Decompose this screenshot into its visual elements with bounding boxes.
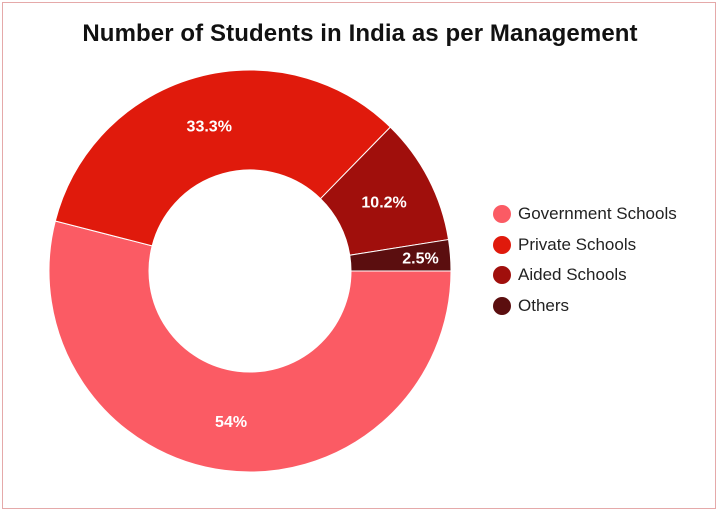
- legend: Government Schools Private Schools Aided…: [493, 199, 677, 321]
- legend-swatch: [493, 296, 511, 315]
- legend-label: Others: [518, 295, 570, 315]
- slice-label-government-schools: 54%: [215, 414, 247, 431]
- legend-item-aided-schools: Aided Schools: [493, 260, 677, 291]
- slice-label-aided-schools: 10.2%: [361, 195, 406, 212]
- slice-label-private-schools: 33.3%: [187, 119, 232, 136]
- slice-label-others: 2.5%: [402, 251, 438, 268]
- donut-slice-government-schools: [48, 220, 452, 473]
- chart-title: Number of Students in India as per Manag…: [82, 20, 638, 47]
- donut-slice-private-schools: [54, 69, 392, 247]
- legend-swatch: [493, 205, 511, 224]
- legend-item-government-schools: Government Schools: [493, 199, 677, 230]
- legend-item-others: Others: [493, 291, 677, 322]
- legend-label: Aided Schools: [518, 265, 627, 285]
- legend-swatch: [493, 266, 511, 285]
- legend-label: Private Schools: [518, 234, 637, 254]
- legend-label: Government Schools: [518, 204, 677, 224]
- legend-swatch: [493, 235, 511, 254]
- legend-item-private-schools: Private Schools: [493, 230, 677, 261]
- donut-slice-others: [349, 238, 452, 272]
